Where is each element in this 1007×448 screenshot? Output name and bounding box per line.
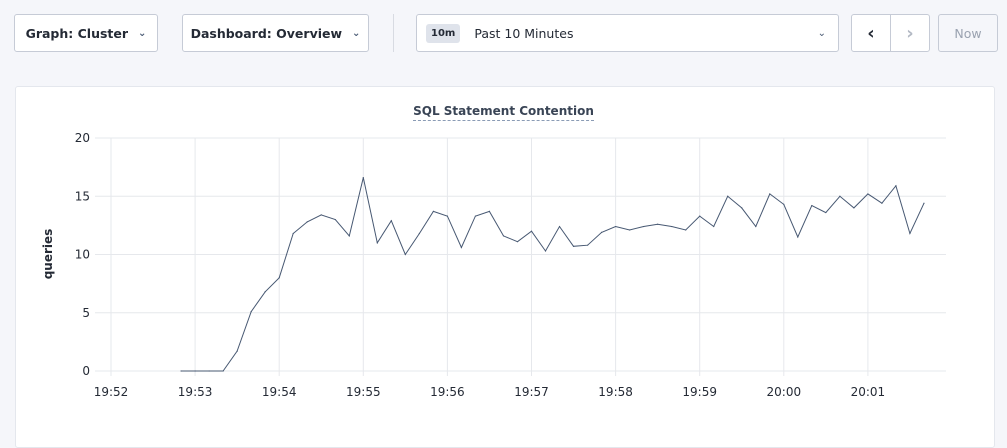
data-point: [755, 225, 757, 228]
x-tick-label: 19:56: [430, 385, 465, 399]
data-point: [348, 235, 350, 237]
data-point: [727, 195, 729, 197]
y-tick-label: 20: [75, 131, 90, 145]
x-tick-label: 19:59: [682, 385, 717, 399]
data-point: [825, 211, 827, 214]
chevron-left-icon: ‹: [867, 22, 875, 44]
chevron-down-icon: ⌄: [138, 27, 147, 39]
x-tick-label: 19:52: [94, 385, 129, 399]
time-badge: 10m: [426, 23, 461, 43]
x-tick-label: 20:00: [767, 385, 802, 399]
data-point: [657, 223, 659, 225]
line-chart: 0 5 10 15 20 19:52 19:53 19:54 19:55 19:56 19:57 19…: [41, 131, 946, 399]
data-point: [811, 204, 813, 207]
data-point: [839, 195, 841, 197]
data-point: [923, 202, 925, 204]
dashboard-select-label: Dashboard: Overview: [190, 25, 343, 41]
data-point: [418, 232, 420, 235]
data-point: [629, 229, 631, 231]
data-point: [895, 185, 897, 187]
data-point: [502, 235, 505, 237]
data-point: [488, 210, 491, 212]
x-tick-label: 20:01: [851, 385, 886, 399]
data-point: [881, 202, 883, 204]
prev-button[interactable]: ‹: [852, 15, 891, 51]
x-tick-label: 19:54: [262, 385, 297, 399]
x-tick-label: 19:58: [598, 385, 633, 399]
next-button[interactable]: ›: [891, 15, 929, 51]
chevron-down-icon: ⌄: [817, 27, 826, 39]
data-point: [320, 214, 322, 216]
time-nav: ‹ ›: [851, 14, 930, 52]
now-button[interactable]: Now: [938, 14, 998, 52]
x-tick-label: 19:53: [178, 385, 213, 399]
chevron-down-icon: ⌄: [352, 27, 361, 39]
data-point: [334, 218, 336, 221]
data-point: [362, 177, 364, 179]
data-point: [292, 232, 294, 235]
data-point: [572, 245, 575, 247]
x-tick-label: 19:55: [346, 385, 381, 399]
chart-panel: [15, 86, 995, 448]
y-tick-label: 10: [75, 248, 90, 262]
y-tick-label: 5: [82, 306, 90, 320]
data-point: [643, 225, 645, 228]
data-point: [222, 370, 224, 372]
divider: [393, 14, 394, 52]
data-point: [236, 350, 238, 352]
data-point: [586, 244, 589, 246]
data-point: [685, 229, 687, 231]
data-point: [516, 241, 519, 243]
data-point: [867, 193, 869, 195]
time-range-select[interactable]: 10m Past 10 Minutes ⌄: [416, 14, 839, 52]
data-point: [474, 215, 477, 217]
chart-title[interactable]: SQL Statement Contention: [0, 104, 1007, 121]
data-point: [208, 370, 210, 372]
data-point: [390, 220, 392, 222]
data-point: [558, 225, 561, 228]
data-point: [713, 225, 715, 228]
data-point: [264, 291, 266, 293]
data-point: [278, 277, 280, 279]
x-tick-label: 19:57: [514, 385, 549, 399]
data-point: [671, 225, 673, 228]
data-point: [404, 253, 406, 256]
data-point: [769, 193, 771, 195]
chevron-right-icon: ›: [906, 22, 914, 44]
data-point: [600, 231, 603, 233]
y-axis-label: queries: [41, 229, 55, 280]
data-point: [699, 215, 701, 217]
data-point: [544, 250, 547, 252]
graph-select[interactable]: Graph: Cluster ⌄: [14, 14, 158, 52]
data-point: [432, 210, 434, 212]
time-range-label: Past 10 Minutes: [474, 25, 574, 41]
graph-select-label: Graph: Cluster: [25, 25, 129, 41]
y-tick-label: 0: [82, 364, 90, 378]
data-point: [797, 236, 799, 238]
data-point: [615, 225, 617, 228]
data-point: [783, 203, 785, 206]
data-point: [306, 221, 308, 223]
dashboard-select[interactable]: Dashboard: Overview ⌄: [182, 14, 369, 52]
data-point: [853, 207, 855, 209]
series-line: [181, 177, 925, 372]
y-tick-label: 15: [75, 189, 90, 203]
data-point: [446, 215, 448, 217]
data-point: [250, 310, 252, 313]
data-point: [530, 230, 533, 232]
data-point: [909, 232, 911, 235]
data-point: [194, 370, 196, 372]
data-point: [460, 246, 463, 249]
data-point: [376, 242, 378, 244]
data-point: [180, 370, 182, 372]
data-point: [741, 207, 743, 209]
